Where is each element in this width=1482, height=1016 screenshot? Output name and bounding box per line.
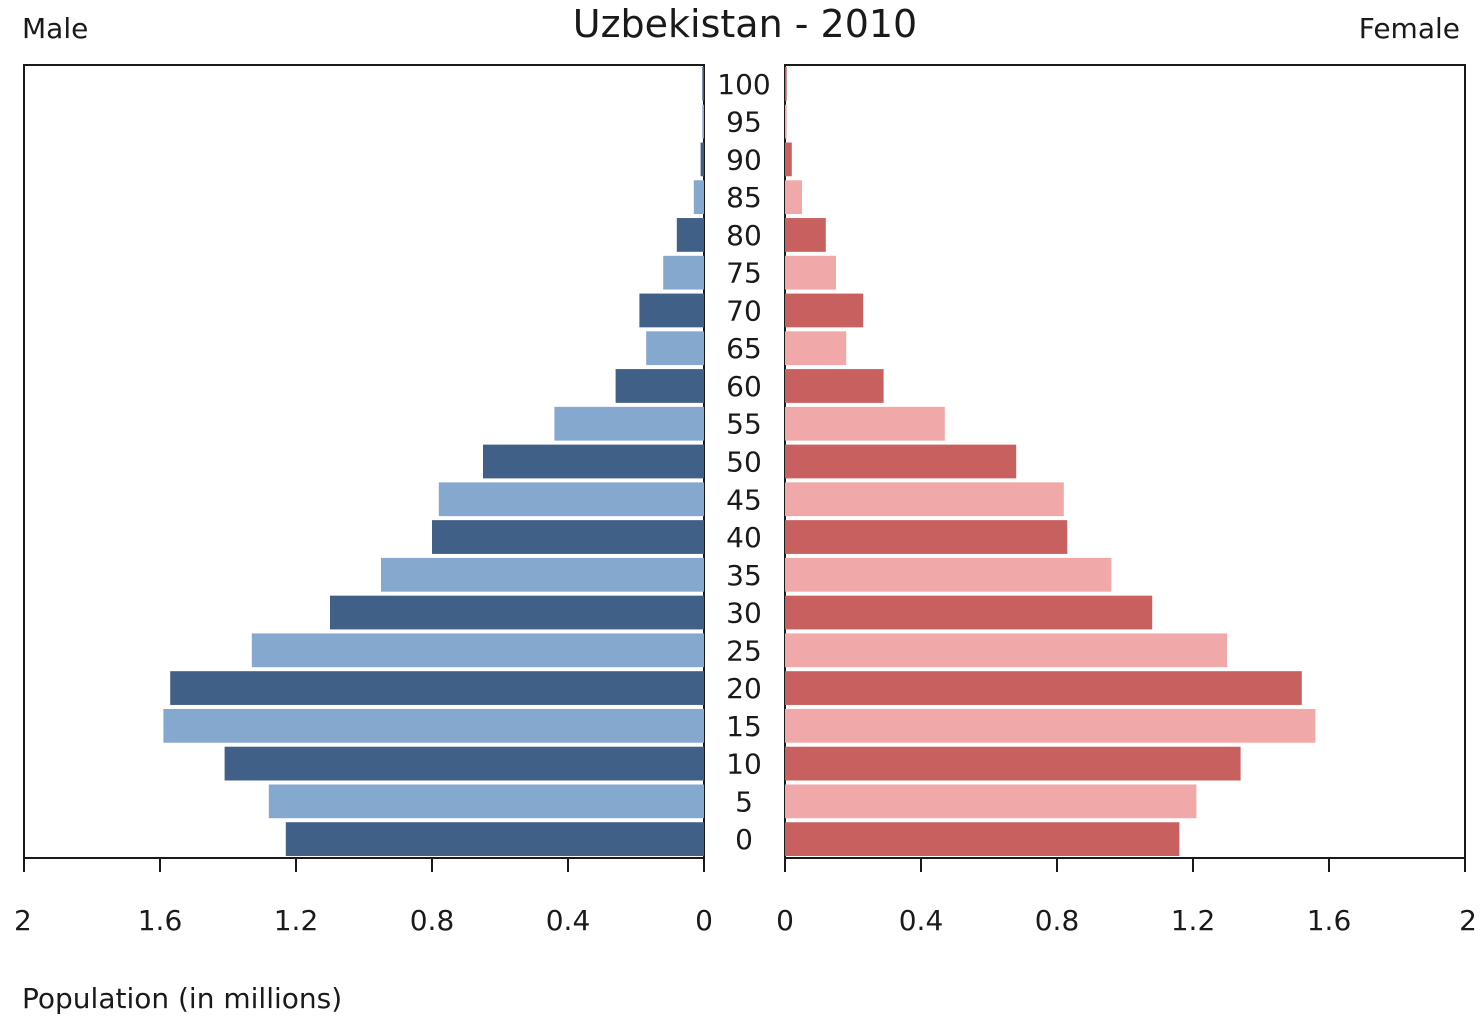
age-label-20: 20 <box>726 672 762 705</box>
male-bar-age-95 <box>702 104 704 139</box>
male-x-axis: 0 0.4 0.8 1.2 1.6 2 <box>14 858 713 937</box>
female-bar-age-25 <box>785 633 1227 668</box>
male-label: Male <box>22 12 88 45</box>
female-bar-age-65 <box>785 331 847 366</box>
male-bar-age-35 <box>381 557 704 592</box>
age-label-80: 80 <box>726 219 762 252</box>
male-bar-age-100 <box>702 67 704 101</box>
age-label-0: 0 <box>735 823 753 856</box>
age-labels: 0 5 10 15 20 25 30 35 40 45 50 55 60 65 70 75 80 85 90 95 10… <box>717 68 770 856</box>
male-bar-age-85 <box>693 180 704 215</box>
female-bar-age-85 <box>785 180 802 215</box>
chart-title: Uzbekistan - 2010 <box>573 2 917 46</box>
female-bar-age-55 <box>785 406 945 441</box>
male-bar-age-50 <box>483 444 704 479</box>
age-label-55: 55 <box>726 408 762 441</box>
female-bar-age-50 <box>785 444 1017 479</box>
male-bar-age-30 <box>330 595 704 630</box>
male-bar-age-65 <box>646 331 704 366</box>
male-bar-age-90 <box>700 142 704 177</box>
female-bar-age-80 <box>785 218 826 252</box>
male-bar-age-15 <box>163 708 704 743</box>
male-panel <box>23 64 705 859</box>
male-x-tick-label: 1.2 <box>274 904 319 937</box>
male-x-tick-label: 0.8 <box>410 904 455 937</box>
male-bar-age-45 <box>438 482 704 517</box>
x-axis-label: Population (in millions) <box>22 982 342 1015</box>
male-bar-age-70 <box>639 293 704 328</box>
male-bar-age-55 <box>554 406 704 441</box>
female-x-tick-label: 1.2 <box>1171 904 1216 937</box>
female-bar-age-45 <box>785 482 1064 517</box>
female-label: Female <box>1359 12 1460 45</box>
female-bar-age-40 <box>785 520 1068 554</box>
male-x-tick-label: 0 <box>695 904 713 937</box>
female-bar-age-100 <box>785 67 787 101</box>
female-bar-age-0 <box>785 822 1180 856</box>
female-x-tick-label: 1.6 <box>1307 904 1352 937</box>
female-bar-age-10 <box>785 746 1241 781</box>
female-bar-age-35 <box>785 557 1112 592</box>
male-bar-age-75 <box>663 255 704 290</box>
age-label-50: 50 <box>726 446 762 479</box>
female-bar-age-20 <box>785 671 1302 705</box>
female-x-axis: 0 0.4 0.8 1.2 1.6 2 <box>776 858 1477 937</box>
age-label-65: 65 <box>726 332 762 365</box>
age-label-35: 35 <box>726 559 762 592</box>
female-bar-age-75 <box>785 255 836 290</box>
male-x-tick-label: 1.6 <box>138 904 183 937</box>
male-bar-age-0 <box>285 822 704 856</box>
male-bar-age-20 <box>170 671 704 705</box>
age-label-15: 15 <box>726 710 762 743</box>
female-bar-age-30 <box>785 595 1153 630</box>
age-label-90: 90 <box>726 143 762 176</box>
male-bar-age-25 <box>251 633 705 668</box>
female-x-tick-label: 2 <box>1459 904 1477 937</box>
male-x-tick-label: 0.4 <box>546 904 591 937</box>
age-label-10: 10 <box>726 748 762 781</box>
age-label-40: 40 <box>726 521 762 554</box>
age-label-5: 5 <box>735 785 753 818</box>
male-bar-age-10 <box>224 746 704 781</box>
age-label-60: 60 <box>726 370 762 403</box>
female-bar-age-95 <box>785 104 787 139</box>
female-bar-age-5 <box>785 784 1197 819</box>
male-bar-age-60 <box>615 369 704 403</box>
female-x-tick-label: 0.8 <box>1035 904 1080 937</box>
female-x-tick-label: 0 <box>776 904 794 937</box>
male-bar-age-5 <box>268 784 704 819</box>
age-label-75: 75 <box>726 257 762 290</box>
age-label-25: 25 <box>726 634 762 667</box>
male-x-tick-label: 2 <box>14 904 32 937</box>
female-bar-age-90 <box>785 142 792 177</box>
female-bar-age-15 <box>785 708 1316 743</box>
female-bar-age-60 <box>785 369 884 403</box>
age-label-95: 95 <box>726 106 762 139</box>
age-label-30: 30 <box>726 597 762 630</box>
age-label-100: 100 <box>717 68 770 101</box>
female-bar-age-70 <box>785 293 864 328</box>
age-label-85: 85 <box>726 181 762 214</box>
age-label-45: 45 <box>726 483 762 516</box>
female-x-tick-label: 0.4 <box>899 904 944 937</box>
age-label-70: 70 <box>726 294 762 327</box>
male-bar-age-40 <box>432 520 704 554</box>
female-panel <box>784 64 1466 859</box>
male-bar-age-80 <box>676 218 704 252</box>
